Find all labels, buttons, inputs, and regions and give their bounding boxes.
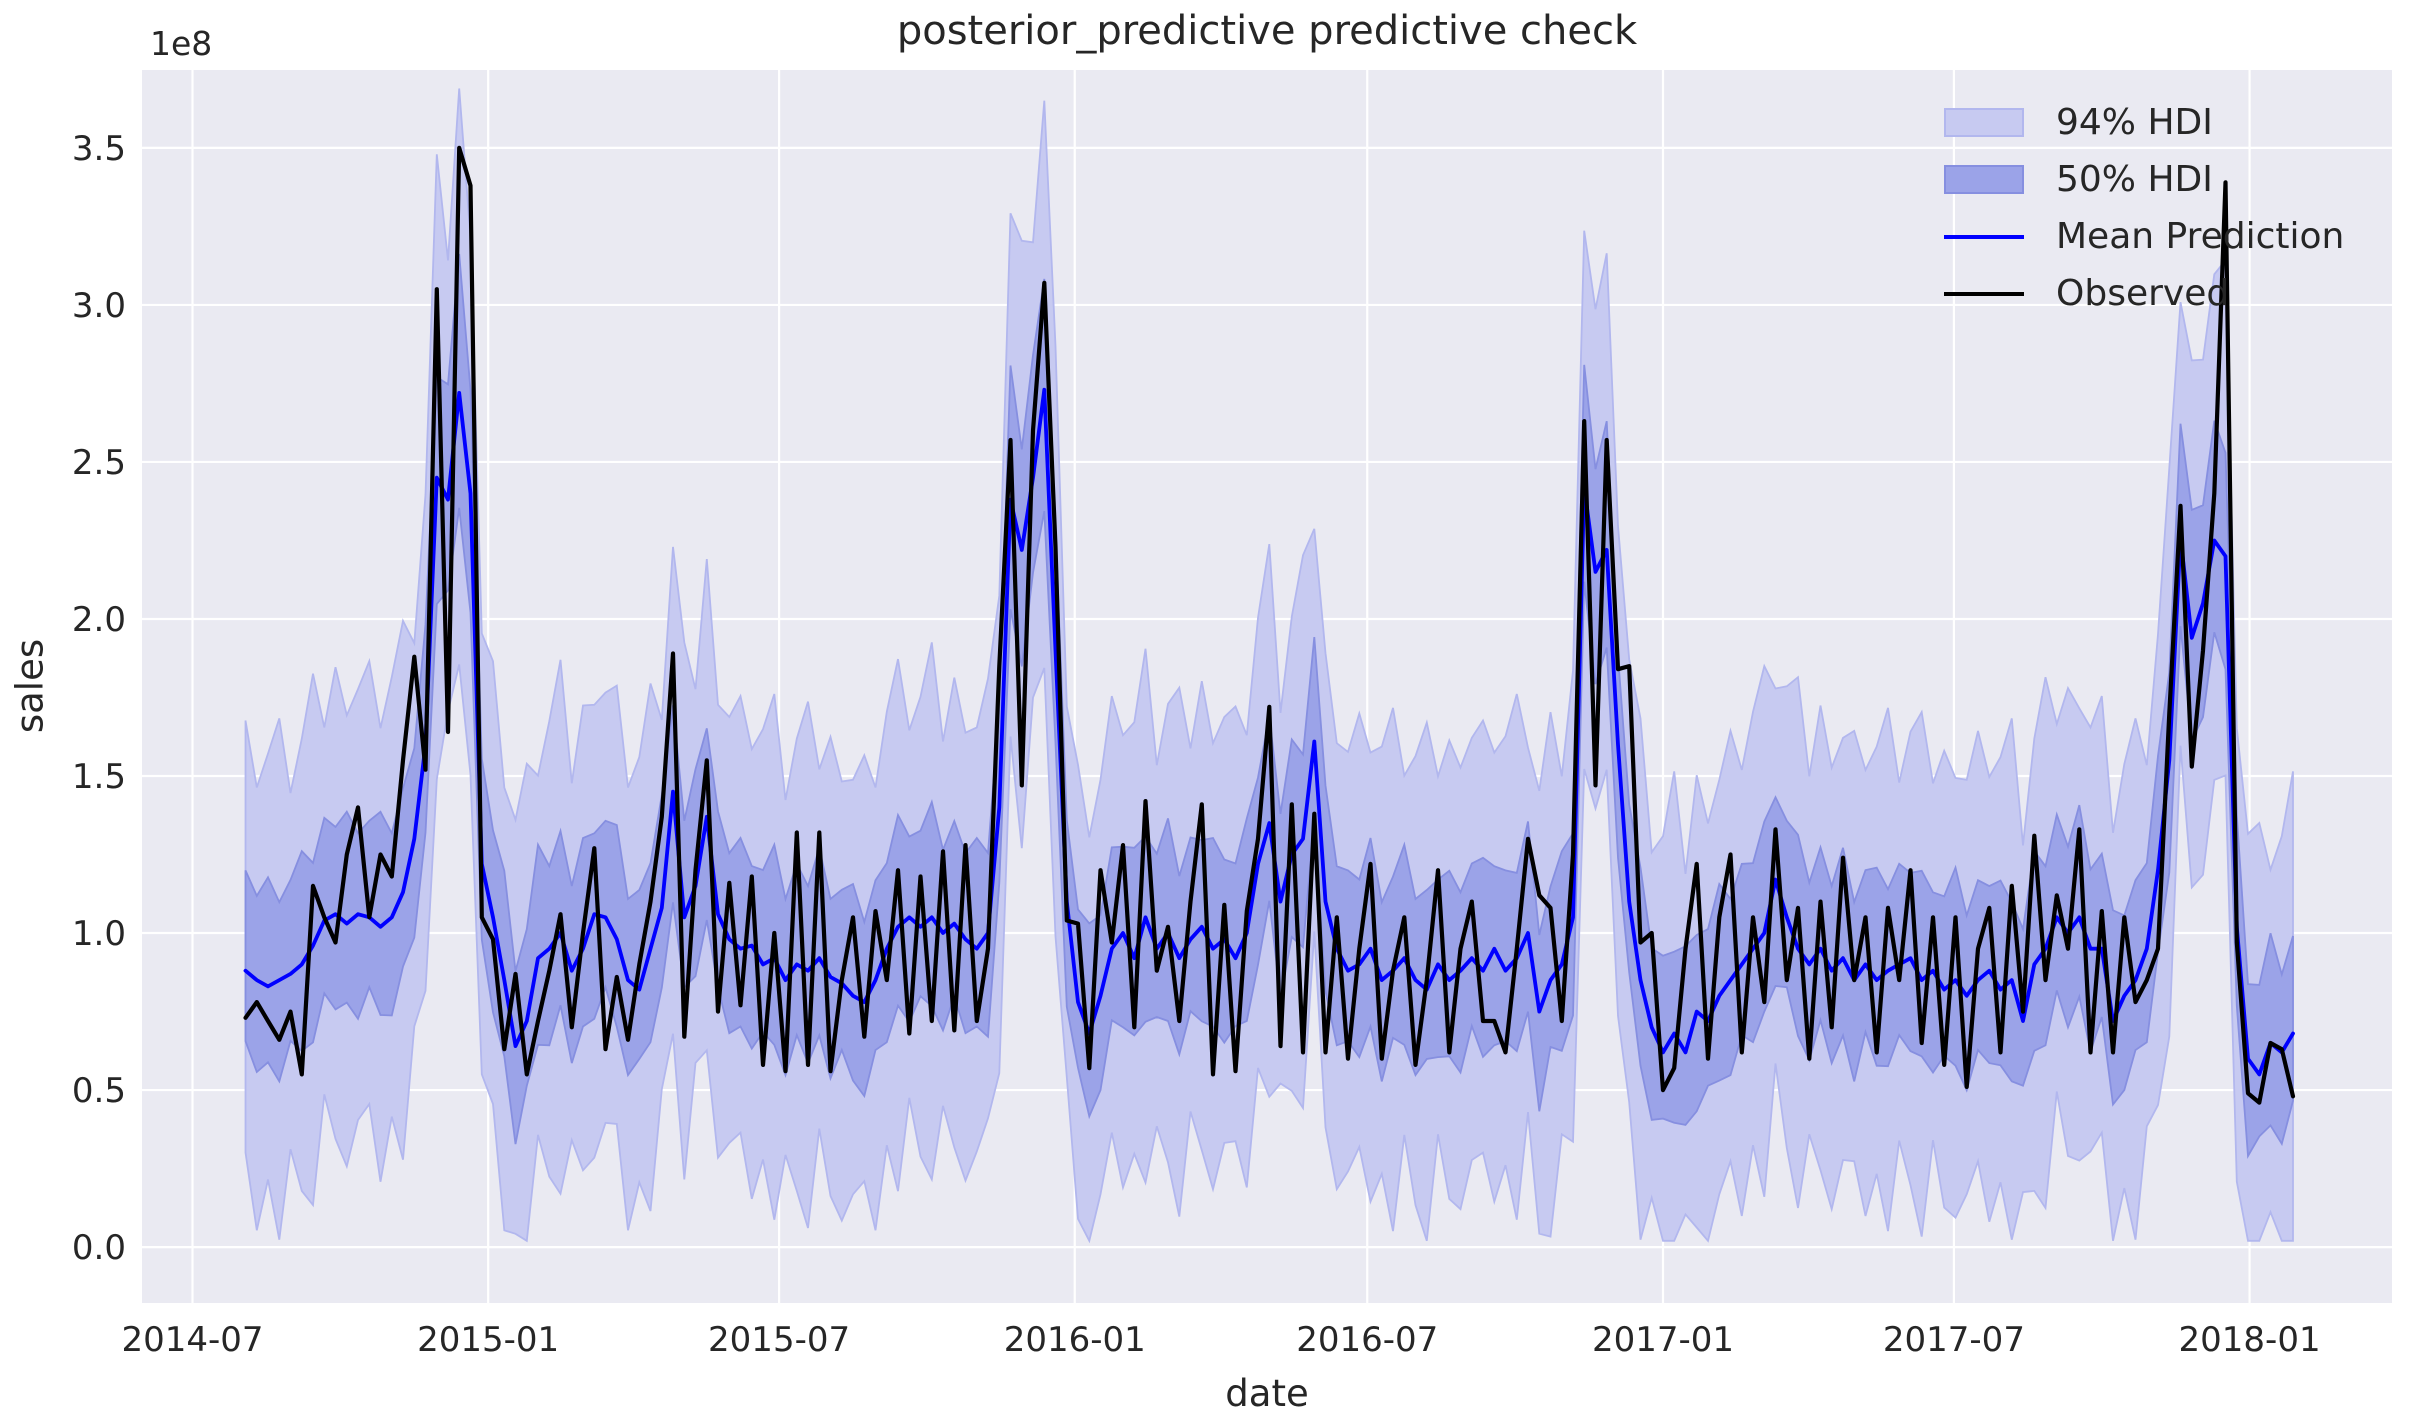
y-tick-label: 0.5: [72, 1071, 126, 1111]
x-tick-label: 2016-07: [1296, 1320, 1438, 1360]
mean-prediction-swatch: [1944, 234, 2024, 239]
legend-item-observed: Observed: [1944, 265, 2344, 322]
legend-item-94-hdi: 94% HDI: [1944, 94, 2344, 151]
x-tick-label: 2015-01: [417, 1320, 559, 1360]
legend-item-50-hdi: 50% HDI: [1944, 151, 2344, 208]
y-tick-label: 2.0: [72, 600, 126, 640]
legend-label-mean-prediction: Mean Prediction: [2056, 216, 2345, 257]
x-tick-label: 2018-01: [2179, 1320, 2321, 1360]
y-axis-offset-text: 1e8: [150, 24, 213, 63]
y-tick-label: 3.5: [72, 129, 126, 169]
legend-label-94-hdi: 94% HDI: [2056, 102, 2213, 143]
observed-swatch: [1944, 291, 2024, 296]
y-tick-label: 3.0: [72, 286, 126, 326]
chart-title: posterior_predictive predictive check: [896, 8, 1638, 54]
hdi-50-swatch: [1944, 165, 2024, 194]
observed-line: [243, 145, 2296, 1105]
x-tick-label: 2015-07: [708, 1320, 850, 1360]
x-tick-label: 2017-01: [1592, 1320, 1734, 1360]
legend-label-observed: Observed: [2056, 273, 2230, 314]
legend-label-50-hdi: 50% HDI: [2056, 159, 2213, 200]
x-tick-label: 2016-01: [1004, 1320, 1146, 1360]
y-tick-label: 2.5: [72, 443, 126, 483]
y-axis-label: sales: [8, 638, 52, 734]
x-tick-label: 2017-07: [1883, 1320, 2025, 1360]
y-tick-label: 1.5: [72, 757, 126, 797]
y-tick-label: 0.0: [72, 1228, 126, 1268]
hdi-94-swatch: [1944, 108, 2024, 137]
legend: 94% HDI 50% HDI Mean Prediction Observed: [1944, 94, 2344, 322]
y-tick-label: 1.0: [72, 914, 126, 954]
x-tick-label: 2014-07: [121, 1320, 263, 1360]
legend-item-mean-prediction: Mean Prediction: [1944, 208, 2344, 265]
x-axis-label: date: [1225, 1372, 1309, 1415]
